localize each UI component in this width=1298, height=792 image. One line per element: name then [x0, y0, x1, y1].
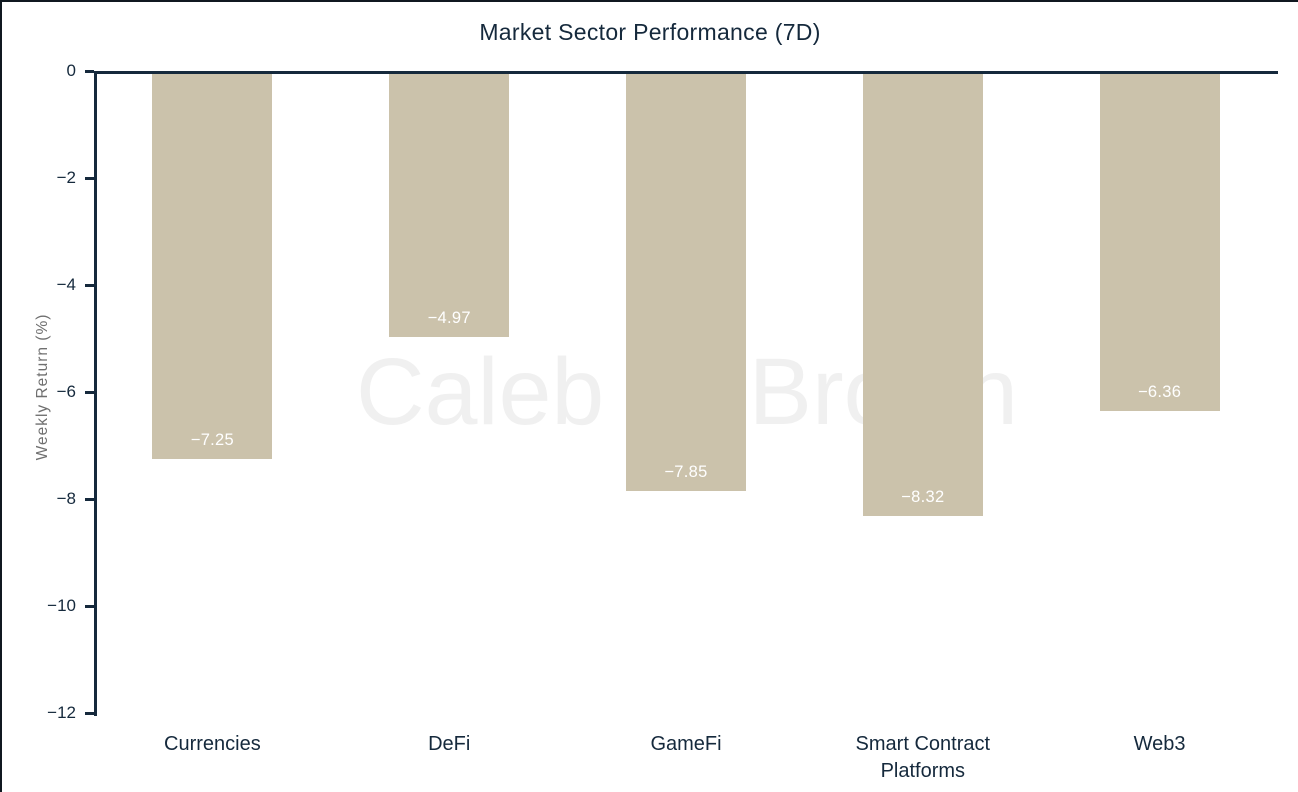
y-tick-mark — [85, 497, 94, 501]
y-tick-mark — [85, 604, 94, 608]
y-tick-label: −12 — [47, 703, 76, 722]
bar-currencies: −7.25 — [152, 74, 273, 459]
bar-gamefi: −7.85 — [626, 74, 746, 491]
bar-defi: −4.97 — [389, 74, 510, 337]
zero-baseline — [94, 71, 1278, 74]
bar-value-label: −8.32 — [901, 488, 945, 507]
plot-area: 0 −2 −4 −6 −8 −10 −12 −7.25 −4.97 −7.85 −8.32 −6.3… — [47, 61, 1278, 782]
bar-smart-contract-platforms: −8.32 — [862, 74, 983, 517]
bar-web3: −6.36 — [1099, 74, 1220, 412]
y-tick-label: −10 — [47, 596, 76, 615]
x-category-label: GameFi — [650, 733, 722, 755]
y-tick-mark — [85, 283, 94, 287]
y-tick-mark — [85, 176, 94, 180]
bar-value-label: −4.97 — [427, 308, 471, 327]
y-tick-mark — [85, 390, 94, 394]
y-tick-mark — [85, 69, 94, 73]
y-tick-label: −8 — [56, 489, 76, 508]
y-tick-mark — [85, 711, 94, 715]
x-category-label: Web3 — [1133, 733, 1186, 755]
y-tick-label: 0 — [66, 61, 76, 80]
bar-value-label: −6.36 — [1137, 383, 1182, 402]
chart-title: Market Sector Performance (7D) — [479, 19, 821, 45]
y-axis-spine — [94, 71, 97, 716]
x-category-label: DeFi — [428, 733, 471, 755]
y-axis-label: Weekly Return (%) — [34, 313, 51, 461]
y-tick-label: −6 — [56, 382, 76, 401]
y-tick-label: −4 — [56, 275, 76, 294]
bar-value-label: −7.25 — [190, 430, 235, 449]
x-category-label: Smart Contract Platforms — [855, 733, 991, 782]
x-category-label: Currencies — [164, 733, 261, 755]
y-tick-label: −2 — [56, 168, 76, 187]
bar-value-label: −7.85 — [664, 462, 708, 481]
